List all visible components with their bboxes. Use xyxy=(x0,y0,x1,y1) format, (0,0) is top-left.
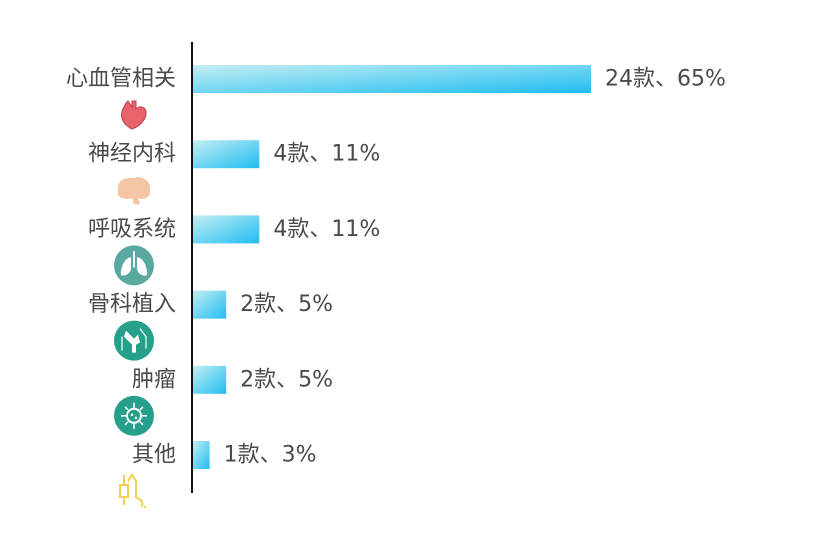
bar-row: 神经内科 4款、11% xyxy=(88,140,380,205)
candlestick-icon xyxy=(119,473,146,508)
category-label: 肿瘤 xyxy=(132,367,176,392)
bar-row: 其他 1款、3% xyxy=(119,441,317,508)
bar xyxy=(193,365,227,394)
bar xyxy=(193,215,260,244)
bar-row: 肿瘤 2款、5% xyxy=(114,365,333,436)
bar xyxy=(193,290,227,319)
category-label: 心血管相关 xyxy=(66,67,176,92)
category-label: 神经内科 xyxy=(88,142,176,167)
bar xyxy=(193,441,210,469)
data-label: 24款、65% xyxy=(605,67,726,92)
bar-row: 心血管相关 24款、65% xyxy=(66,65,726,130)
lungs-icon xyxy=(114,245,154,286)
bar-row: 骨科植入 2款、5% xyxy=(88,290,333,361)
virus-icon xyxy=(114,395,154,436)
brain-icon xyxy=(117,177,151,205)
category-label: 骨科植入 xyxy=(88,292,176,317)
data-label: 2款、5% xyxy=(240,367,333,392)
data-label: 4款、11% xyxy=(273,142,380,167)
bar-row: 呼吸系统 4款、11% xyxy=(88,215,380,286)
bar xyxy=(193,140,260,169)
data-label: 2款、5% xyxy=(240,292,333,317)
category-label: 其他 xyxy=(132,443,176,468)
data-label: 4款、11% xyxy=(273,217,380,242)
bone-joint-icon xyxy=(114,320,154,361)
data-label: 1款、3% xyxy=(224,443,317,468)
heart-icon xyxy=(121,100,147,130)
category-label: 呼吸系统 xyxy=(88,217,176,242)
bar xyxy=(193,65,591,93)
